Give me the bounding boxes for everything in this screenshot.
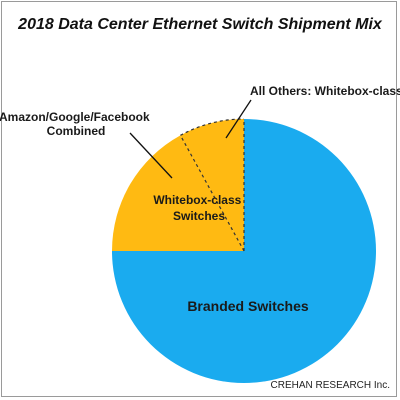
whitebox-dashed-outline [179,118,245,252]
others-leader-line [225,99,252,139]
pie-slice-all-others-whitebox-class [180,119,244,251]
chart-title: 2018 Data Center Ethernet Switch Shipmen… [18,16,382,33]
others-dashed-arc [180,118,245,136]
branded-switches-label: Branded Switches [187,298,309,314]
whitebox-group-label: Whitebox-class Switches [153,193,244,223]
amazon-label: Amazon/Google/Facebook Combined [0,110,153,138]
others-label: All Others: Whitebox-class [250,84,400,98]
pie-slice-amazon-google-facebook-combined [112,135,244,251]
source-credit: CREHAN RESEARCH Inc. [270,380,390,391]
slice-divider-line [179,135,245,252]
whitebox-label-line-1: Whitebox-class [153,193,241,207]
amazon-leader-line [129,132,173,179]
pie-slices [112,118,376,383]
amazon-label-line-2: Combined [47,124,106,138]
amazon-label-line-1: Amazon/Google/Facebook [0,110,150,124]
whitebox-label-line-2: Switches [173,209,225,223]
